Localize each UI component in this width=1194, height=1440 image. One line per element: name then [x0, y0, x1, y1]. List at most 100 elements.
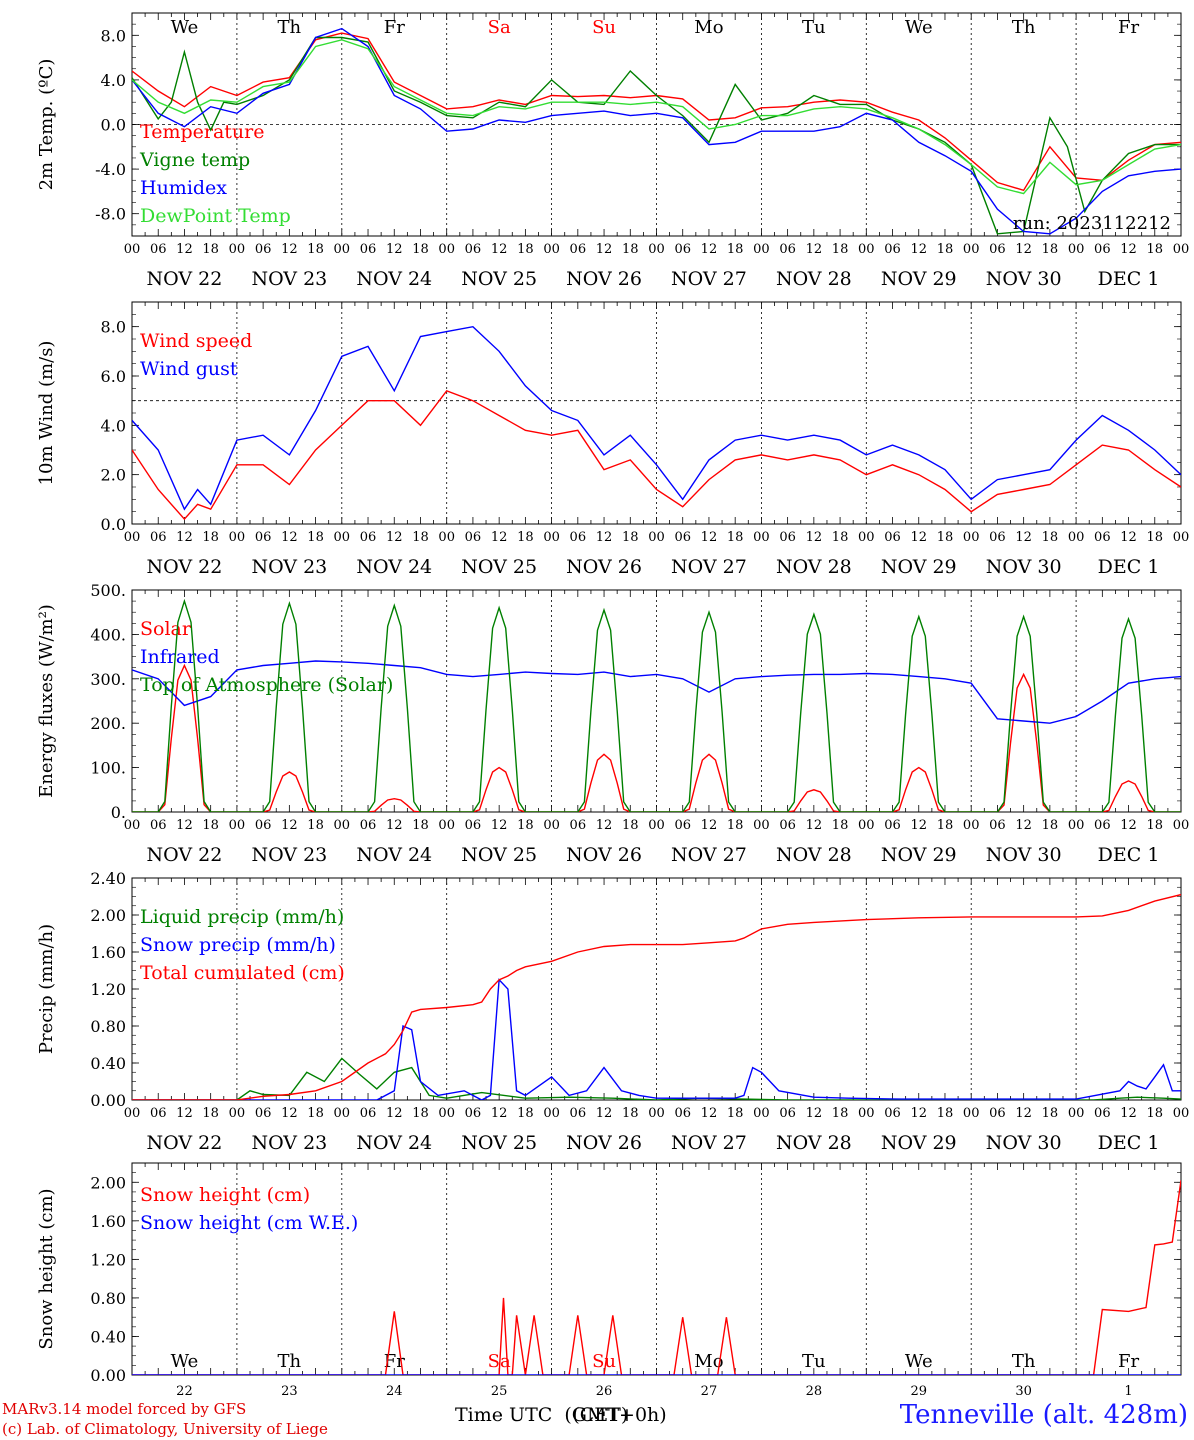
- x-hour-label: 00: [438, 1106, 455, 1121]
- x-hour-label: 06: [674, 818, 691, 833]
- x-date-label: NOV 29: [881, 556, 957, 578]
- x-hour-label: 00: [229, 818, 246, 833]
- y-tick-label: 1.60: [90, 1212, 126, 1231]
- x-hour-label: 06: [674, 1106, 691, 1121]
- x-hour-label: 18: [202, 242, 219, 257]
- x-hour-label: 12: [176, 242, 193, 257]
- x-hour-label: 18: [937, 242, 954, 257]
- x-hour-label: 12: [910, 242, 927, 257]
- x-hour-label: 18: [832, 818, 849, 833]
- x-date-label: NOV 26: [566, 556, 642, 578]
- x-date-label: NOV 22: [147, 268, 223, 290]
- x-hour-label: 18: [307, 818, 324, 833]
- y-tick-label: 4.0: [101, 416, 126, 435]
- y-tick-label: 0.80: [90, 1289, 126, 1308]
- y-tick-label: 2.0: [101, 466, 126, 485]
- x-hour-label: 12: [806, 1106, 823, 1121]
- x-day-number: 27: [701, 1384, 718, 1399]
- x-hour-label: 00: [858, 1106, 875, 1121]
- x-hour-label: 06: [884, 530, 901, 545]
- weekday-label: Th: [278, 1351, 302, 1372]
- x-hour-label: 18: [307, 530, 324, 545]
- x-hour-label: 12: [281, 818, 298, 833]
- series-line-red: [132, 1180, 1181, 1375]
- run-label: run: 2023112212: [1013, 213, 1171, 234]
- x-hour-label: 06: [779, 530, 796, 545]
- y-axis-label: 2m Temp. (ºC): [36, 59, 57, 191]
- x-hour-label: 18: [1042, 530, 1059, 545]
- x-hour-label: 18: [517, 818, 534, 833]
- x-hour-label: 06: [674, 242, 691, 257]
- x-hour-label: 00: [438, 242, 455, 257]
- x-date-label: NOV 30: [986, 844, 1062, 866]
- y-tick-label: 300.: [90, 670, 126, 689]
- x-hour-label: 12: [1120, 530, 1137, 545]
- x-hour-label: 18: [412, 818, 429, 833]
- weekday-label: We: [171, 1351, 199, 1372]
- x-hour-label: 06: [255, 1106, 272, 1121]
- x-hour-label: 00: [124, 530, 141, 545]
- x-hour-label: 12: [701, 530, 718, 545]
- x-hour-label: 00: [124, 242, 141, 257]
- x-date-label: DEC 1: [1098, 844, 1160, 866]
- x-hour-label: 00: [963, 530, 980, 545]
- series-line-green: [132, 36, 1181, 235]
- y-tick-label: 0.: [111, 803, 126, 822]
- y-tick-label: 400.: [90, 625, 126, 644]
- x-hour-label: 00: [543, 242, 560, 257]
- x-hour-label: 06: [465, 242, 482, 257]
- x-hour-label: 06: [465, 1106, 482, 1121]
- x-hour-label: 00: [1068, 1106, 1085, 1121]
- y-tick-label: 0.40: [90, 1054, 126, 1073]
- x-date-label: NOV 29: [881, 268, 957, 290]
- x-hour-label: 12: [1120, 818, 1137, 833]
- x-date-label: NOV 30: [986, 268, 1062, 290]
- x-hour-label: 06: [989, 818, 1006, 833]
- y-tick-label: 0.40: [90, 1327, 126, 1346]
- x-hour-label: 12: [596, 1106, 613, 1121]
- x-hour-label: 06: [570, 242, 587, 257]
- x-hour-label: 12: [281, 242, 298, 257]
- x-date-label: DEC 1: [1098, 268, 1160, 290]
- weekday-label: Fr: [1118, 17, 1139, 38]
- series-line-lightgreen: [132, 39, 1181, 195]
- x-hour-label: 00: [753, 818, 770, 833]
- x-hour-label: 18: [727, 1106, 744, 1121]
- x-hour-label: 00: [648, 818, 665, 833]
- x-date-label: DEC 1: [1098, 556, 1160, 578]
- series-line-red: [132, 893, 1181, 1100]
- x-day-number: 30: [1015, 1384, 1032, 1399]
- x-hour-label: 12: [176, 818, 193, 833]
- x-day-number: 24: [386, 1384, 403, 1399]
- x-hour-label: 06: [150, 242, 167, 257]
- x-hour-label: 06: [779, 818, 796, 833]
- panel-snow: 2.00 1.60 1.20 0.80 0.40 0.00 Snow height (cm)…: [36, 1162, 1182, 1399]
- x-hour-label: 06: [779, 1106, 796, 1121]
- y-tick-label: 1.20: [90, 1250, 126, 1269]
- x-hour-label: 18: [622, 242, 639, 257]
- legend-entry: Snow height (cm W.E.): [140, 1212, 358, 1234]
- x-date-label: NOV 28: [776, 556, 852, 578]
- x-hour-label: 12: [701, 242, 718, 257]
- series-line-blue: [132, 325, 1181, 511]
- x-hour-label: 18: [412, 530, 429, 545]
- y-tick-label: 1.60: [90, 943, 126, 962]
- legend-entry: Wind gust: [140, 358, 238, 380]
- x-hour-label: 00: [753, 242, 770, 257]
- x-day-number: 22: [176, 1384, 193, 1399]
- legend-entry: Vigne temp: [139, 149, 250, 171]
- x-hour-label: 00: [753, 530, 770, 545]
- x-date-label: NOV 25: [461, 268, 537, 290]
- x-hour-label: 00: [858, 530, 875, 545]
- y-tick-label: 500.: [90, 581, 126, 600]
- x-hour-label: 06: [360, 530, 377, 545]
- x-hour-label: 18: [727, 530, 744, 545]
- y-tick-label: 100.: [90, 759, 126, 778]
- x-hour-label: 18: [832, 530, 849, 545]
- legend-entry: Temperature: [140, 121, 264, 143]
- x-date-label: NOV 26: [566, 1132, 642, 1154]
- y-tick-label: 6.0: [101, 367, 126, 386]
- x-hour-label: 00: [858, 242, 875, 257]
- x-date-label: NOV 25: [461, 844, 537, 866]
- x-hour-label: 12: [281, 1106, 298, 1121]
